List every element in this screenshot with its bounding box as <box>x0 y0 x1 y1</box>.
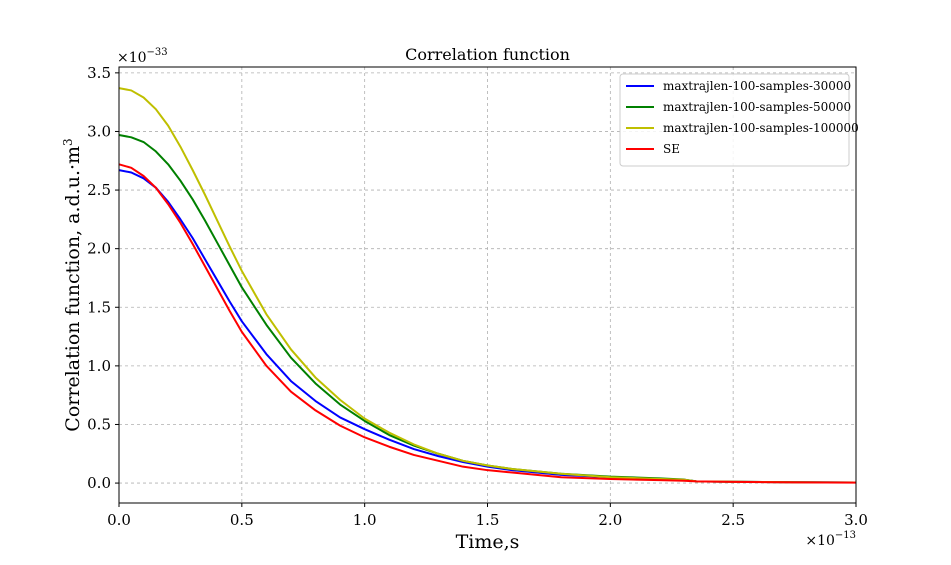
x-axis-title: Time,s <box>456 531 520 553</box>
y-multiplier-exp: −33 <box>147 47 168 58</box>
chart-title: Correlation function <box>405 45 570 64</box>
x-tick-label: 1.5 <box>476 511 500 529</box>
legend-label: maxtrajlen-100-samples-30000 <box>663 79 851 93</box>
y-axis-title-main: Correlation function, a.d.u.·m <box>62 146 84 432</box>
y-tick-label: 3.0 <box>87 122 111 140</box>
y-tick-label: 2.5 <box>87 181 111 199</box>
y-tick-label: 3.5 <box>87 64 111 82</box>
y-axis-multiplier: ×10−33 <box>117 47 168 66</box>
y-axis-title: Correlation function, a.d.u.·m3 <box>61 138 84 431</box>
y-tick-label: 1.0 <box>87 357 111 375</box>
legend: maxtrajlen-100-samples-30000 maxtrajlen-1… <box>619 73 859 167</box>
legend-label: SE <box>663 142 680 156</box>
legend-label: maxtrajlen-100-samples-50000 <box>663 100 851 114</box>
y-tick-label: 1.5 <box>87 298 111 316</box>
series-line-4 <box>118 163 857 484</box>
x-tick-label: 1.0 <box>353 511 377 529</box>
legend-label: maxtrajlen-100-samples-100000 <box>663 121 859 135</box>
y-tick-label: 2.0 <box>87 240 111 258</box>
x-tick-label: 0.5 <box>230 511 254 529</box>
y-axis-title-sup: 3 <box>61 138 75 146</box>
x-axis-multiplier: ×10−13 <box>805 530 856 549</box>
x-multiplier-base: ×10 <box>805 533 835 549</box>
y-tick-label: 0.0 <box>87 474 111 492</box>
x-multiplier-exp: −13 <box>835 530 856 541</box>
y-multiplier-base: ×10 <box>117 50 147 66</box>
series-line-3 <box>118 87 857 484</box>
series-layer <box>118 87 857 484</box>
x-tick-label: 0.0 <box>107 511 131 529</box>
ticks-layer: 0.0 0.5 1.0 1.5 2.0 2.5 3.0 0.0 0.5 1.0 1.5 2.0 2.5 3… <box>87 64 868 529</box>
legend-box <box>619 73 850 167</box>
x-tick-label: 2.5 <box>721 511 745 529</box>
y-tick-label: 0.5 <box>87 415 111 433</box>
x-tick-label: 3.0 <box>844 511 868 529</box>
x-tick-label: 2.0 <box>598 511 622 529</box>
